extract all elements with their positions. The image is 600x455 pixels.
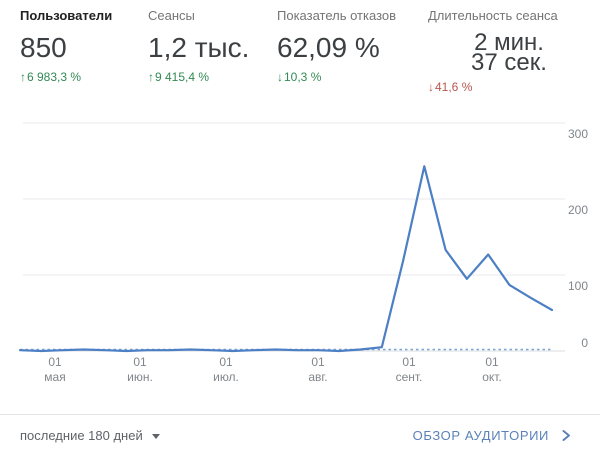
metric-sessions-label: Сеансы bbox=[148, 8, 195, 23]
x-axis-tick-month: июл. bbox=[213, 370, 239, 384]
x-axis-tick-month: июн. bbox=[127, 370, 153, 384]
metric-session-duration-label: Длительность сеанса bbox=[428, 8, 558, 23]
x-axis-tick-day: 01 bbox=[133, 355, 147, 369]
metric-session-duration-delta: ↓41,6 % bbox=[428, 80, 590, 94]
metric-users-delta: ↑6 983,3 % bbox=[20, 70, 145, 84]
metric-session-duration[interactable]: Длительность сеанса 2 мин. 37 сек. ↓41,6… bbox=[428, 8, 590, 94]
metric-sessions-delta: ↑9 415,4 % bbox=[148, 70, 273, 84]
x-axis-tick-day: 01 bbox=[402, 355, 416, 369]
footer-divider bbox=[0, 414, 600, 415]
metric-bounce-rate-delta-value: 10,3 % bbox=[284, 70, 322, 84]
y-axis-tick: 100 bbox=[568, 279, 588, 293]
metric-sessions[interactable]: Сеансы 1,2 тыс. ↑9 415,4 % bbox=[148, 8, 273, 84]
metric-bounce-rate-delta: ↓10,3 % bbox=[277, 70, 427, 84]
x-axis-tick-month: мая bbox=[44, 370, 65, 384]
audience-overview-link[interactable]: ОБЗОР АУДИТОРИИ bbox=[413, 428, 572, 443]
metric-session-duration-delta-value: 41,6 % bbox=[435, 80, 473, 94]
y-axis-tick: 200 bbox=[568, 203, 588, 217]
metric-users-label: Пользователи bbox=[20, 8, 113, 23]
metric-session-duration-value: 2 мин. 37 сек. bbox=[471, 29, 547, 76]
audience-overview-label: ОБЗОР АУДИТОРИИ bbox=[412, 427, 549, 443]
x-axis-tick-day: 01 bbox=[48, 355, 62, 369]
x-axis-tick-day: 01 bbox=[219, 355, 233, 369]
x-axis-tick-day: 01 bbox=[311, 355, 325, 369]
metric-bounce-rate[interactable]: Показатель отказов 62,09 % ↓10,3 % bbox=[277, 8, 427, 84]
y-axis-tick: 300 bbox=[568, 127, 588, 141]
arrow-up-icon: ↑ bbox=[20, 70, 26, 84]
arrow-down-icon: ↓ bbox=[428, 80, 434, 94]
metric-users-delta-value: 6 983,3 % bbox=[27, 70, 82, 84]
date-range-selector[interactable]: последние 180 дней bbox=[20, 428, 160, 443]
line-chart: 010020030001мая01июн.01июл.01авг.01сент.… bbox=[18, 122, 588, 384]
dropdown-arrow-icon bbox=[151, 433, 160, 439]
metric-users[interactable]: Пользователи 850 ↑6 983,3 % bbox=[20, 8, 145, 84]
metric-bounce-rate-value: 62,09 % bbox=[277, 32, 380, 63]
metric-sessions-value: 1,2 тыс. bbox=[148, 32, 250, 63]
chevron-right-icon bbox=[560, 429, 572, 442]
date-range-label: последние 180 дней bbox=[20, 427, 143, 443]
x-axis-tick-day: 01 bbox=[485, 355, 499, 369]
arrow-up-icon: ↑ bbox=[148, 70, 154, 84]
x-axis-tick-month: окт. bbox=[482, 370, 502, 384]
metric-users-value: 850 bbox=[20, 32, 67, 63]
y-axis-tick: 0 bbox=[581, 336, 588, 350]
x-axis-tick-month: сент. bbox=[396, 370, 423, 384]
current-period-line bbox=[18, 165, 554, 353]
metric-sessions-delta-value: 9 415,4 % bbox=[155, 70, 210, 84]
arrow-down-icon: ↓ bbox=[277, 70, 283, 84]
x-axis-tick-month: авг. bbox=[308, 370, 327, 384]
metric-bounce-rate-label: Показатель отказов bbox=[277, 8, 397, 23]
footer: последние 180 дней ОБЗОР АУДИТОРИИ bbox=[0, 415, 600, 455]
